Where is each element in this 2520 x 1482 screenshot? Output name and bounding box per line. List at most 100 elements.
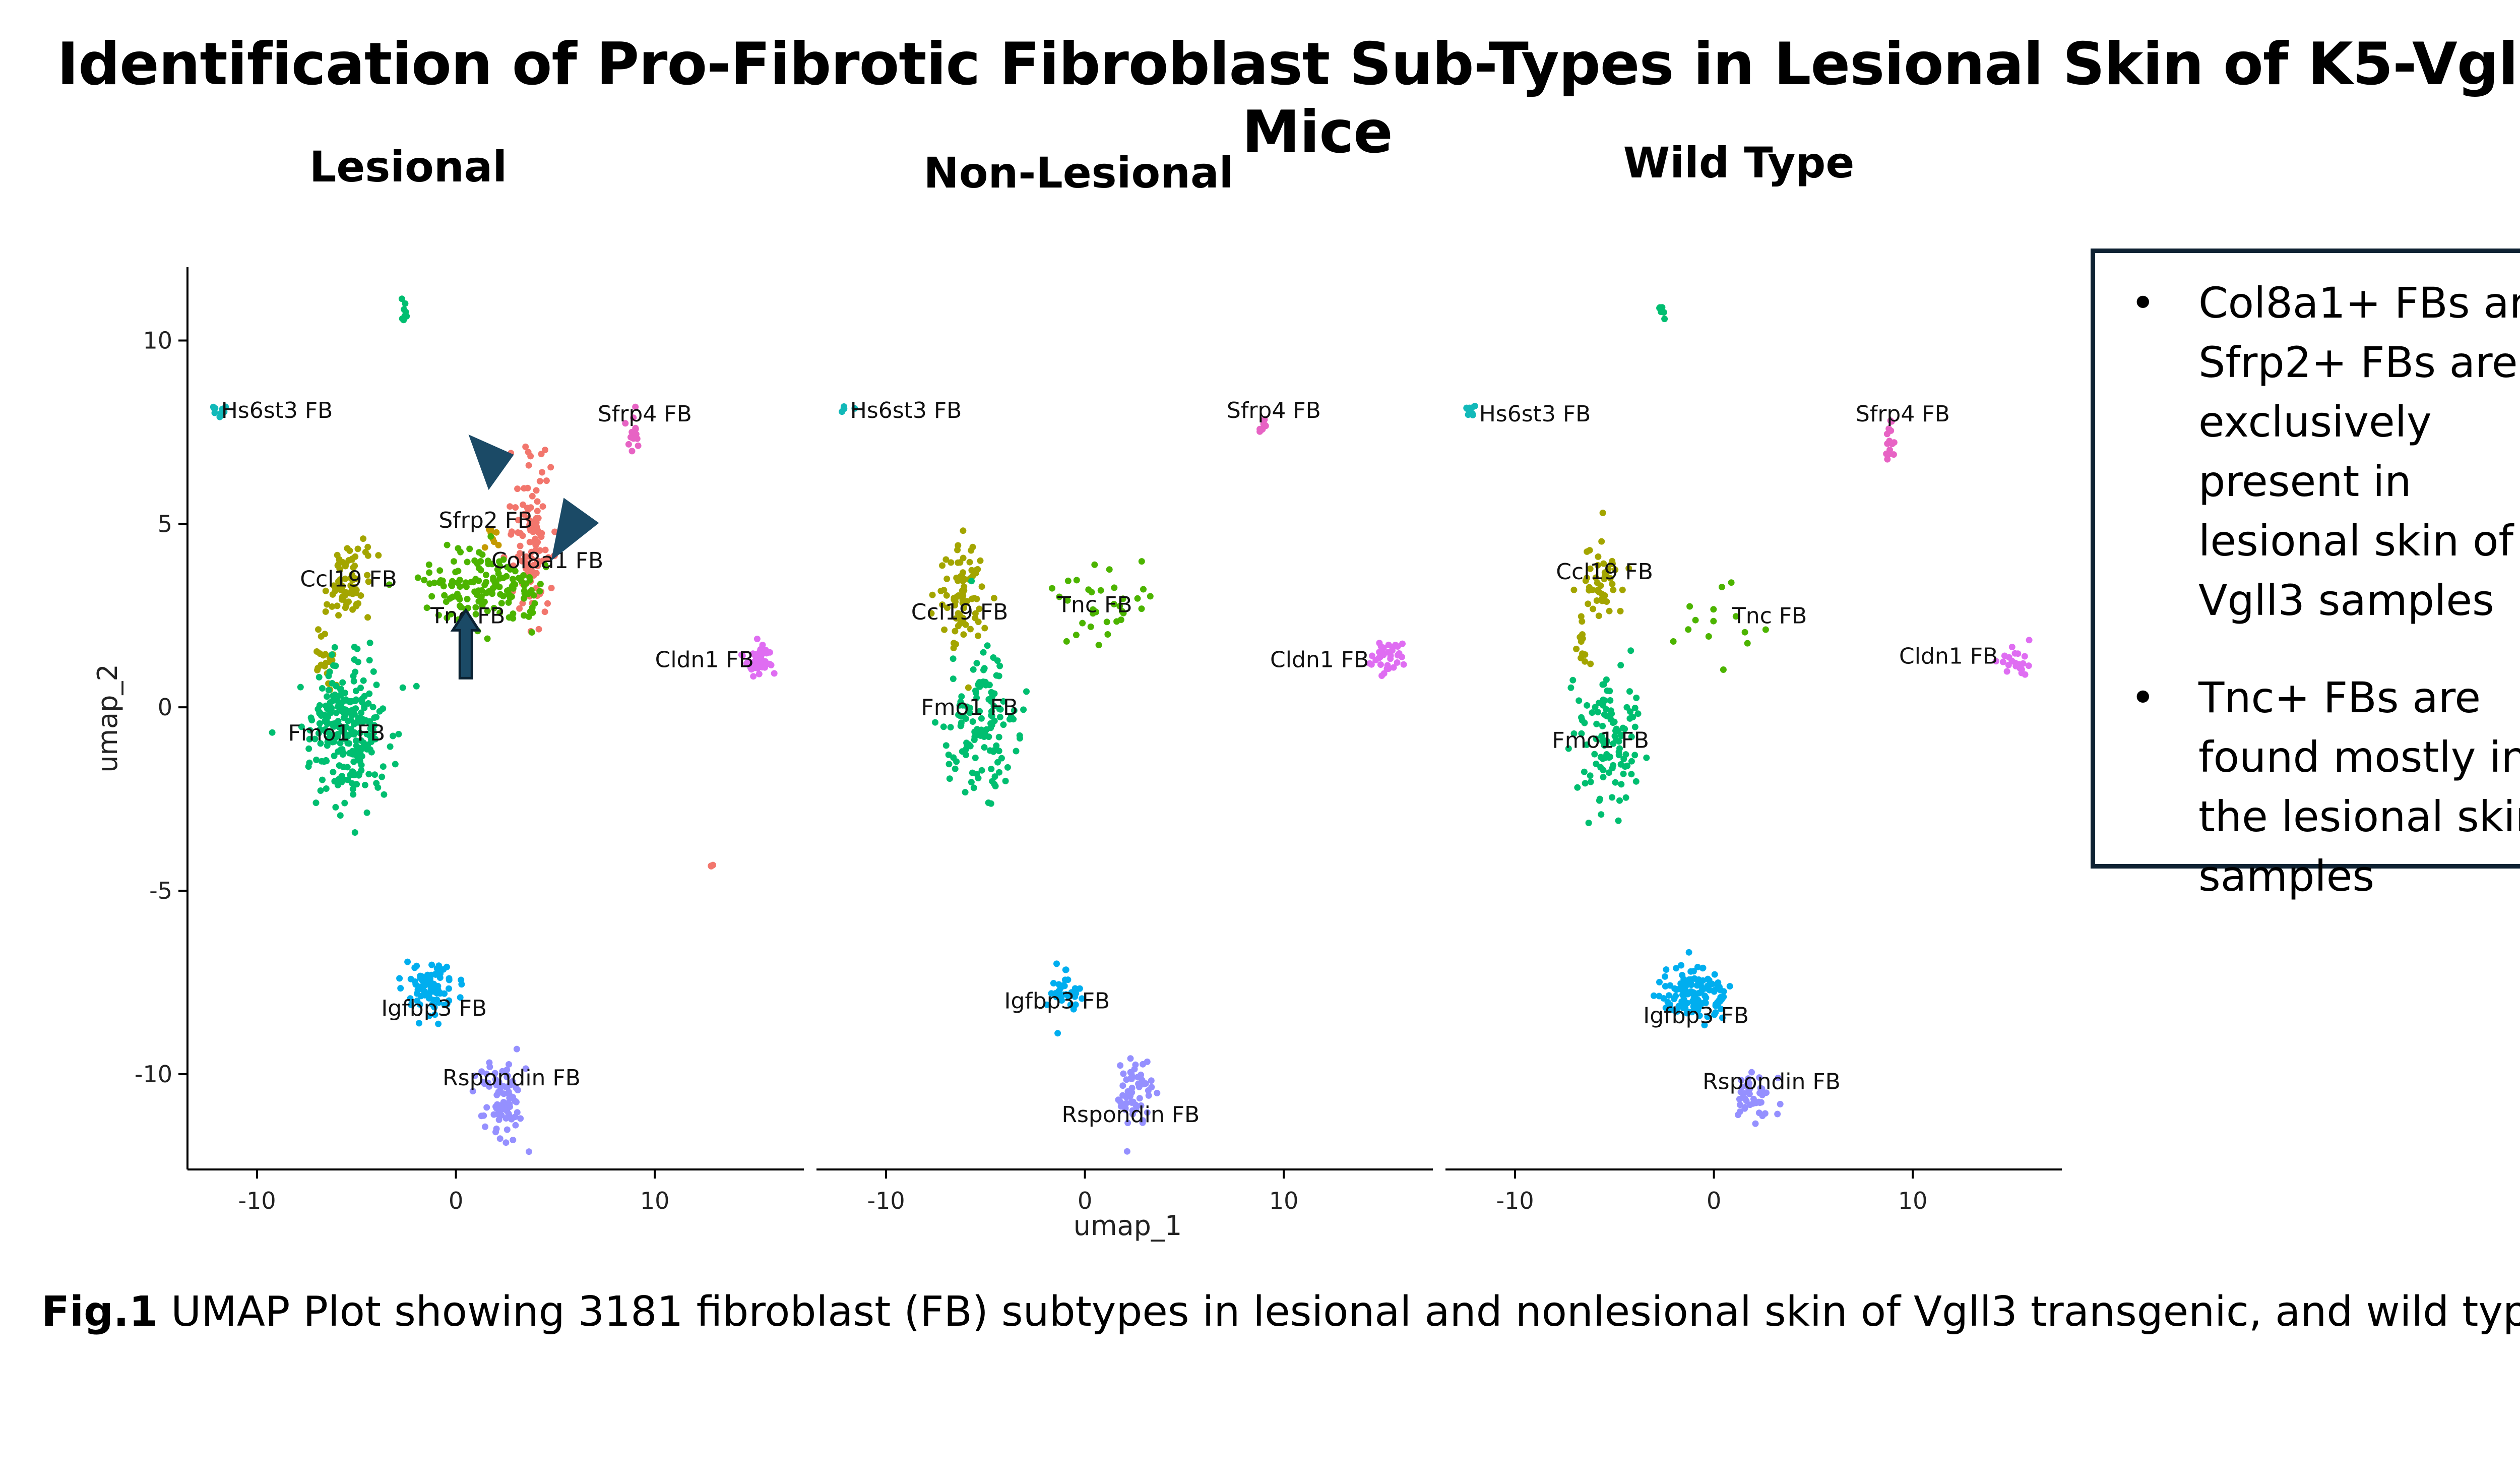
- data-point: [316, 720, 323, 727]
- data-point: [994, 759, 1001, 766]
- data-point: [404, 958, 411, 965]
- data-point: [1567, 684, 1574, 691]
- data-point: [1678, 962, 1685, 969]
- data-point: [1718, 584, 1725, 590]
- data-point: [375, 552, 382, 559]
- data-point: [1115, 1096, 1122, 1103]
- data-point: [1763, 1089, 1770, 1096]
- cluster-points: [1463, 403, 1478, 418]
- data-point: [1738, 1077, 1745, 1084]
- data-point: [542, 546, 549, 553]
- data-point: [1384, 649, 1392, 656]
- data-point: [1578, 730, 1585, 737]
- data-point: [1699, 965, 1706, 972]
- cluster-points: [1565, 647, 1650, 826]
- data-point: [1677, 986, 1684, 993]
- cluster-label: Tnc FB: [1732, 603, 1807, 629]
- data-point: [324, 712, 331, 719]
- data-point: [1596, 795, 1603, 802]
- cluster-label: Igfbp3 FB: [1643, 1003, 1749, 1028]
- data-point: [1694, 964, 1701, 970]
- data-point: [1145, 1092, 1152, 1099]
- data-point: [1609, 581, 1616, 587]
- data-point: [509, 1078, 516, 1085]
- data-point: [1735, 1112, 1741, 1119]
- data-point: [330, 769, 337, 776]
- data-point: [929, 591, 936, 598]
- data-point: [319, 685, 326, 692]
- data-point: [1132, 1101, 1139, 1108]
- data-point: [1592, 574, 1599, 581]
- data-point: [350, 677, 357, 685]
- data-point: [436, 567, 444, 574]
- data-point: [543, 477, 550, 484]
- data-point: [1667, 982, 1674, 989]
- data-point: [1122, 1106, 1129, 1113]
- data-point: [380, 705, 387, 712]
- data-point: [1591, 751, 1598, 758]
- data-point: [324, 728, 331, 735]
- data-point: [959, 702, 966, 709]
- cluster-label: Rspondin FB: [443, 1065, 581, 1091]
- data-point: [496, 1135, 503, 1142]
- data-point: [932, 719, 938, 726]
- data-point: [402, 300, 409, 307]
- data-point: [943, 592, 950, 599]
- data-point: [440, 583, 447, 590]
- data-point: [340, 714, 347, 721]
- data-point: [1129, 1107, 1136, 1114]
- cluster-label: Igfbp3 FB: [381, 996, 487, 1021]
- cluster-label: Sfrp2 FB: [438, 508, 533, 533]
- data-point: [423, 604, 430, 611]
- findings-list: Col8a1+ FBs and Sfrp2+ FBs are exclusive…: [2115, 273, 2520, 906]
- cluster-points: [500, 443, 558, 635]
- data-point: [1622, 794, 1629, 801]
- data-point: [1593, 760, 1600, 767]
- cluster-label: Tnc FB: [1057, 592, 1132, 618]
- data-point: [331, 644, 338, 651]
- data-point: [397, 985, 404, 992]
- data-point: [350, 791, 357, 798]
- data-point: [969, 543, 976, 550]
- cluster-points: [1993, 637, 2033, 678]
- data-point: [1256, 425, 1264, 433]
- data-point: [522, 565, 529, 572]
- data-point: [1607, 697, 1614, 704]
- data-point: [1671, 996, 1678, 1003]
- data-point: [1097, 587, 1104, 594]
- data-point: [347, 582, 354, 589]
- data-point: [1057, 985, 1064, 992]
- data-point: [959, 578, 966, 585]
- data-point: [529, 519, 536, 526]
- data-point: [506, 591, 513, 598]
- cluster-points: [313, 603, 342, 693]
- data-point: [482, 572, 489, 578]
- data-point: [345, 598, 352, 605]
- data-point: [352, 737, 359, 744]
- data-point: [840, 405, 847, 412]
- data-point: [1741, 1105, 1748, 1112]
- data-point: [317, 787, 324, 794]
- data-point: [392, 761, 399, 768]
- data-point: [326, 668, 333, 675]
- data-point: [362, 548, 369, 555]
- data-point: [987, 724, 994, 731]
- data-point: [1587, 778, 1594, 785]
- data-point: [1585, 600, 1592, 607]
- data-point: [361, 693, 368, 700]
- data-point: [1578, 654, 1585, 661]
- data-point: [988, 766, 995, 772]
- data-point: [313, 648, 321, 655]
- data-point: [1594, 709, 1601, 716]
- data-point: [1368, 661, 1375, 668]
- data-point: [396, 975, 403, 982]
- data-point: [1710, 618, 1717, 625]
- data-point: [1593, 720, 1600, 727]
- data-point: [1054, 1030, 1061, 1037]
- data-point: [1007, 713, 1015, 720]
- cluster-label: Cldn1 FB: [1899, 643, 1998, 669]
- data-point: [305, 745, 312, 752]
- data-point: [324, 742, 331, 749]
- data-point: [1598, 811, 1605, 818]
- data-point: [307, 714, 314, 721]
